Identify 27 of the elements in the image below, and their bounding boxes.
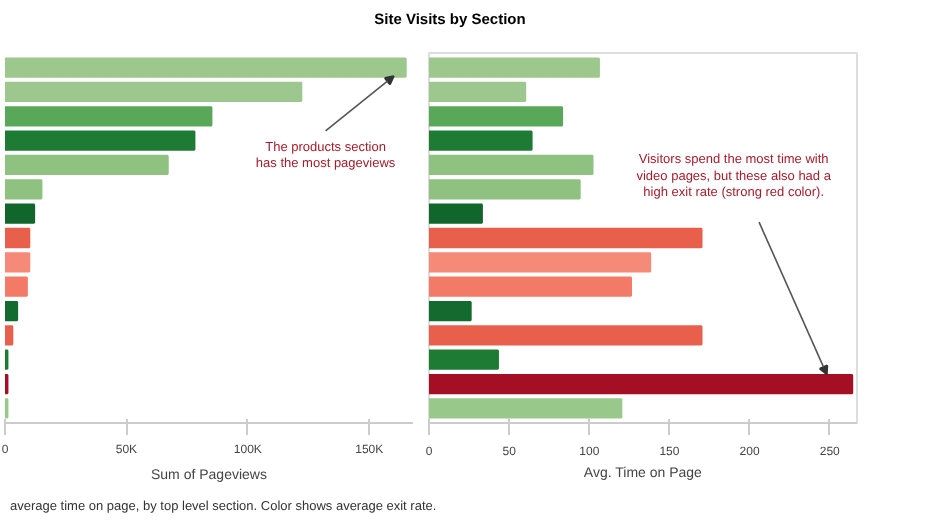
bar: [429, 57, 600, 78]
bar: [429, 252, 652, 273]
bar: [429, 203, 483, 224]
bar: [5, 57, 407, 78]
bar: [429, 349, 499, 370]
bar: [429, 276, 632, 297]
bar: [5, 325, 14, 346]
bar: [5, 300, 19, 322]
bar: [5, 203, 36, 224]
bar: [429, 325, 703, 346]
bar: [429, 106, 564, 127]
bar: [5, 81, 303, 103]
bar: [5, 106, 213, 127]
bar: [429, 398, 623, 419]
bar: [5, 276, 28, 297]
bar: [429, 81, 527, 103]
bar: [5, 179, 43, 200]
bar: [429, 154, 594, 176]
bar: [429, 227, 703, 249]
bar: [429, 373, 854, 395]
bar: [5, 252, 31, 273]
bar: [429, 300, 472, 322]
bar: [429, 130, 533, 151]
bar: [5, 130, 196, 151]
bar: [5, 227, 31, 249]
bar: [429, 179, 581, 200]
bar: [5, 154, 169, 176]
